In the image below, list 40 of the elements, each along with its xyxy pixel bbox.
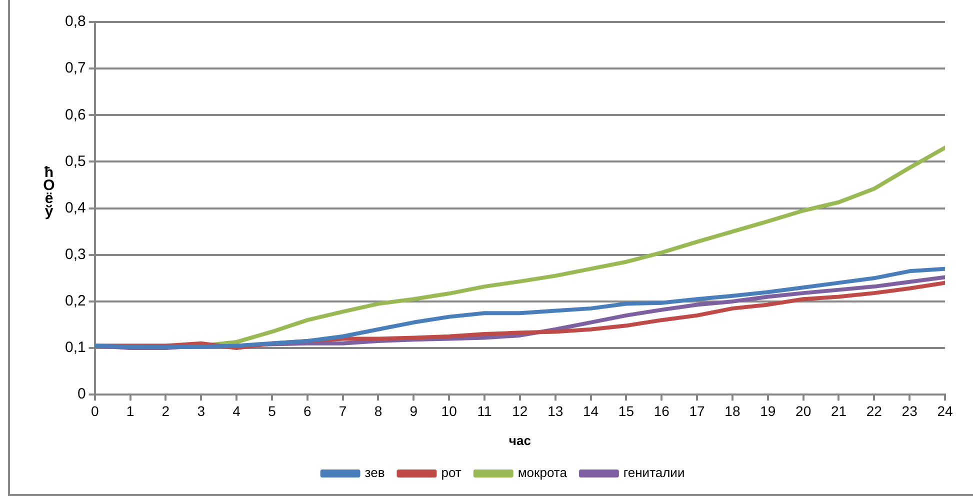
x-tick-label: 8 bbox=[374, 402, 382, 419]
x-axis-title: час bbox=[508, 432, 531, 448]
y-tick-label: 0,6 bbox=[64, 106, 86, 124]
x-tick-label: 14 bbox=[582, 402, 599, 419]
y-tick-label: 0,3 bbox=[64, 246, 86, 264]
x-tick-label: 15 bbox=[618, 402, 634, 419]
x-tick-label: 24 bbox=[937, 402, 953, 419]
legend-label: зев bbox=[364, 465, 385, 480]
x-tick-label: 9 bbox=[410, 402, 418, 419]
x-tick-label: 16 bbox=[654, 402, 670, 419]
x-tick-label: 0 bbox=[90, 402, 99, 419]
y-tick-label: 0,1 bbox=[64, 339, 86, 356]
x-tick-label: 17 bbox=[689, 402, 706, 419]
x-tick-label: 3 bbox=[197, 402, 206, 419]
x-tick-label: 18 bbox=[724, 402, 740, 419]
x-tick-label: 12 bbox=[512, 402, 528, 419]
x-tick-label: 5 bbox=[268, 402, 276, 419]
y-tick-label: 0 bbox=[78, 386, 86, 403]
x-tick-label: 11 bbox=[477, 402, 492, 419]
y-tick-label: 0,7 bbox=[64, 60, 86, 77]
legend-label: рот bbox=[441, 465, 462, 480]
x-tick-label: 1 bbox=[126, 402, 134, 419]
legend-label: мокрота bbox=[518, 465, 568, 480]
y-axis-title: ћОёў bbox=[42, 164, 56, 220]
legend-label: гениталии bbox=[623, 465, 685, 480]
x-tick-label: 19 bbox=[760, 402, 776, 419]
x-tick-label: 7 bbox=[338, 402, 347, 419]
x-tick-label: 22 bbox=[866, 402, 882, 419]
x-tick-label: 23 bbox=[902, 402, 918, 419]
x-tick-label: 13 bbox=[548, 402, 564, 419]
x-tick-label: 21 bbox=[830, 402, 847, 419]
x-tick-label: 10 bbox=[441, 402, 458, 419]
y-tick-label: 0,5 bbox=[64, 152, 86, 170]
y-tick-label: 0,2 bbox=[64, 292, 86, 310]
y-tick-label: 0,4 bbox=[64, 199, 86, 216]
x-tick-label: 20 bbox=[796, 402, 812, 419]
x-tick-label: 4 bbox=[232, 402, 241, 419]
y-tick-label: 0,8 bbox=[64, 13, 86, 30]
x-tick-label: 2 bbox=[162, 402, 170, 419]
x-tick-label: 6 bbox=[303, 402, 312, 419]
